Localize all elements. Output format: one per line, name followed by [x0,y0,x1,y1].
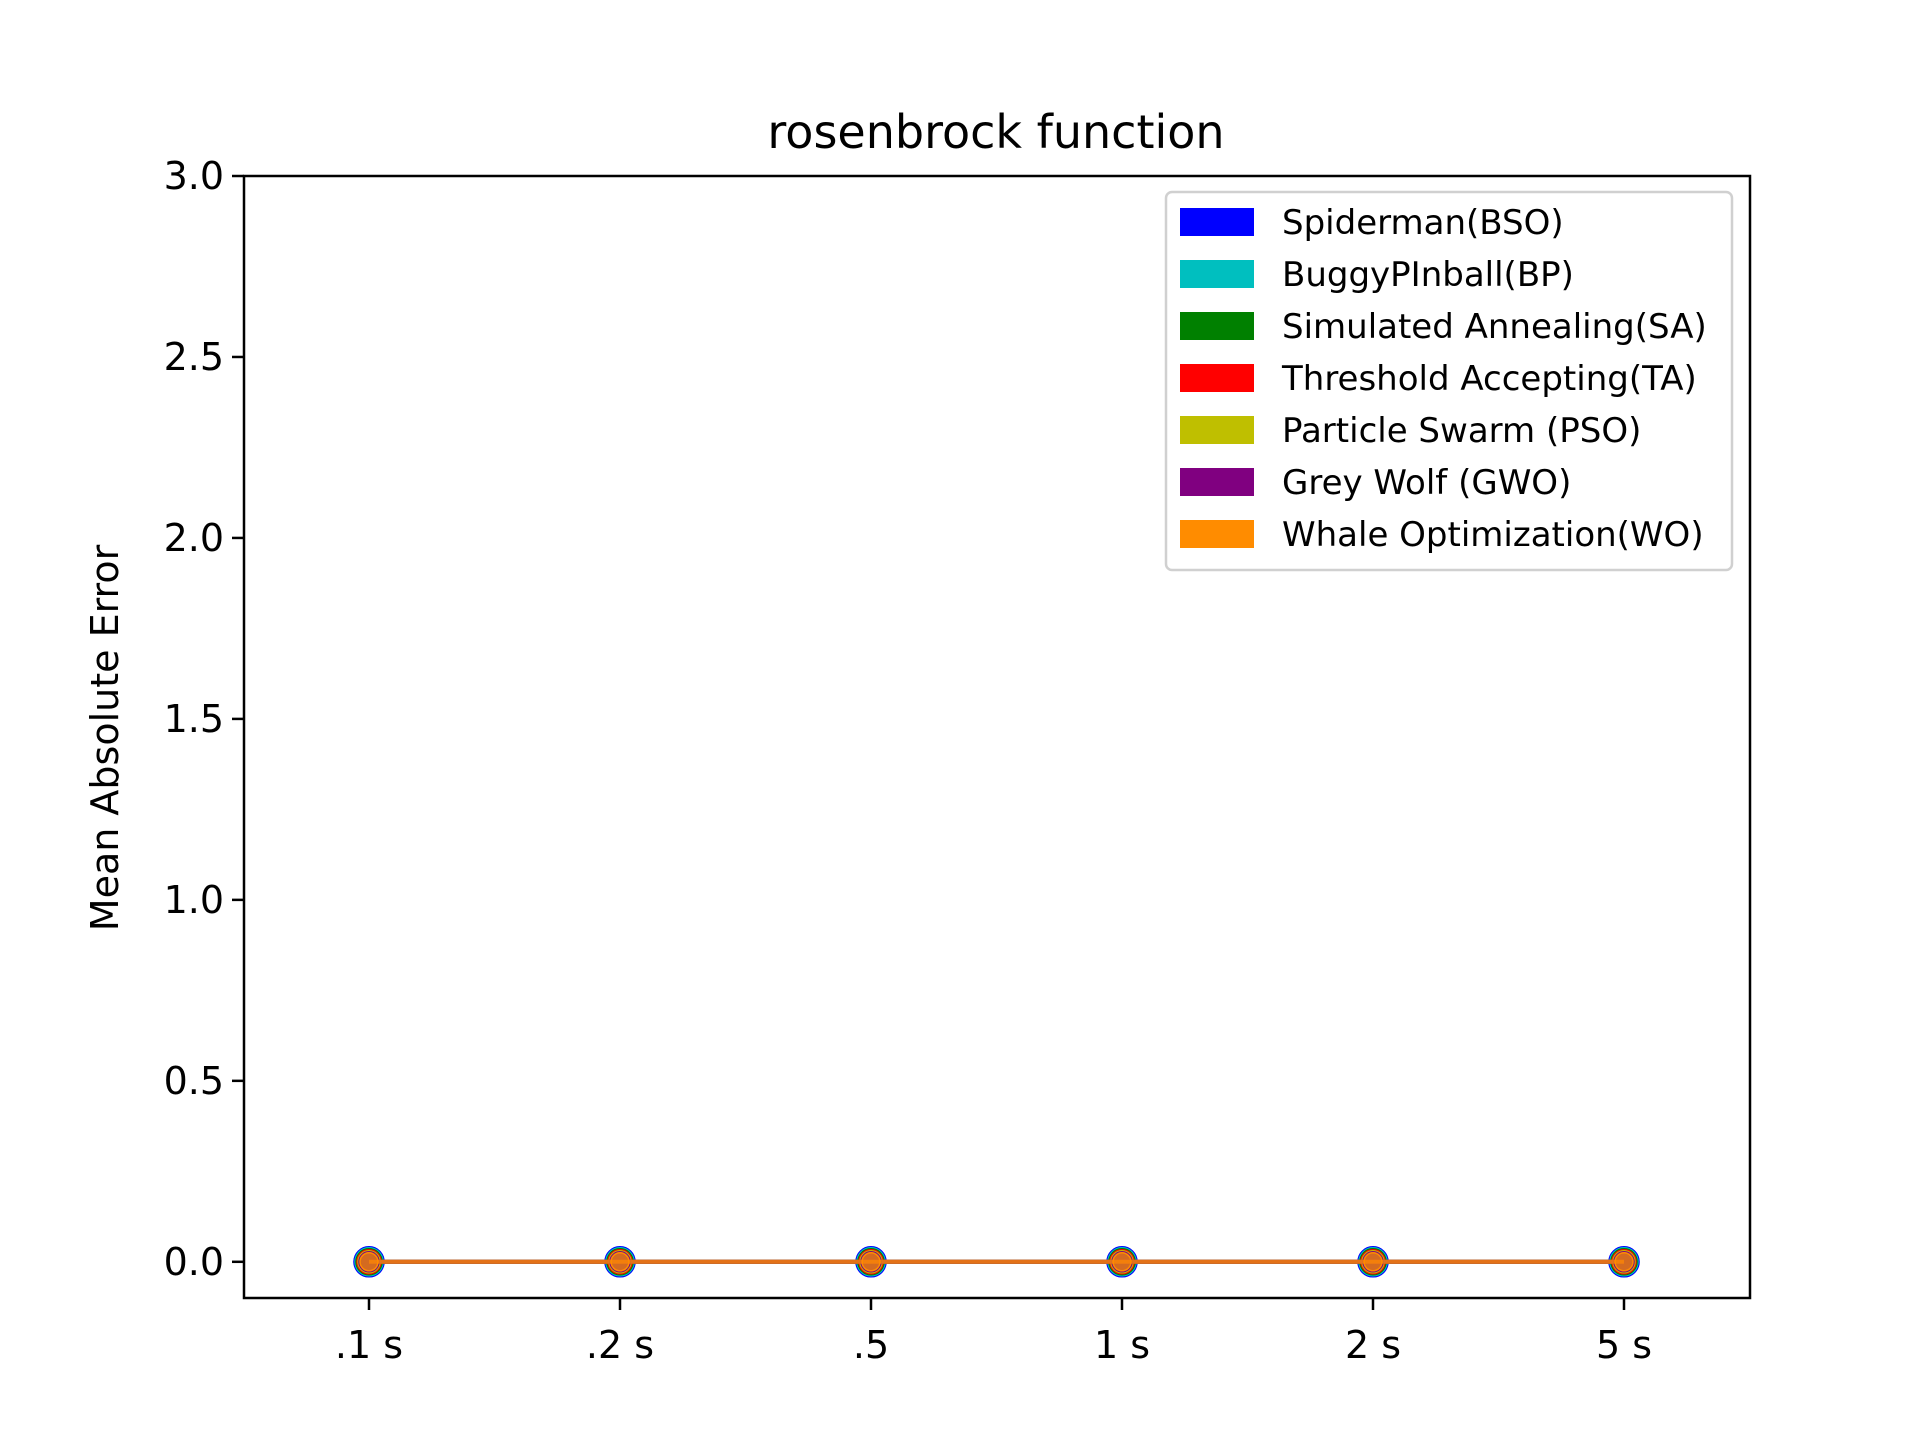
legend: Spiderman(BSO) BuggyPInball(BP) Simulated … [1164,190,1734,572]
legend-label: Whale Optimization(WO) [1282,515,1704,555]
y-tick-label: 3.0 [164,154,224,198]
legend-label: Spiderman(BSO) [1282,203,1564,243]
y-tick-label: 2.5 [164,335,224,379]
x-tick-label: .1 s [335,1323,403,1367]
y-tick-label: 2.0 [164,516,224,560]
legend-swatch [1180,416,1254,444]
x-tick-label: 1 s [1094,1323,1150,1367]
y-axis-label: Mean Absolute Error [83,544,127,931]
legend-label: Grey Wolf (GWO) [1282,463,1571,503]
y-tick-label: 1.0 [164,878,224,922]
legend-swatch [1180,520,1254,548]
y-axis: 0.0 0.5 1.0 1.5 2.0 2.5 3.0 [164,154,244,1284]
legend-swatch [1180,312,1254,340]
x-tick-label: .5 [853,1323,889,1367]
legend-label: Threshold Accepting(TA) [1281,359,1697,399]
legend-swatch [1180,260,1254,288]
data-point [359,1252,379,1272]
x-tick-label: .2 s [586,1323,654,1367]
x-tick-label: 5 s [1596,1323,1652,1367]
plot-area [353,1246,1640,1278]
legend-label: BuggyPInball(BP) [1282,255,1574,295]
legend-swatch [1180,364,1254,392]
data-point [1112,1252,1132,1272]
data-point [610,1252,630,1272]
legend-label: Particle Swarm (PSO) [1282,411,1641,451]
x-tick-label: 2 s [1345,1323,1401,1367]
data-point [1614,1252,1634,1272]
data-point [1363,1252,1383,1272]
y-tick-label: 1.5 [164,697,224,741]
x-axis: .1 s .2 s .5 1 s 2 s 5 s [335,1298,1652,1367]
series-6 [359,1252,1634,1272]
legend-swatch [1180,468,1254,496]
y-tick-label: 0.5 [164,1059,224,1103]
y-tick-label: 0.0 [164,1240,224,1284]
plot-frame [242,174,1752,1300]
legend-box [1164,190,1734,572]
chart-title: rosenbrock function [767,105,1224,159]
legend-label: Simulated Annealing(SA) [1282,307,1707,347]
data-point [861,1252,881,1272]
legend-swatch [1180,208,1254,236]
